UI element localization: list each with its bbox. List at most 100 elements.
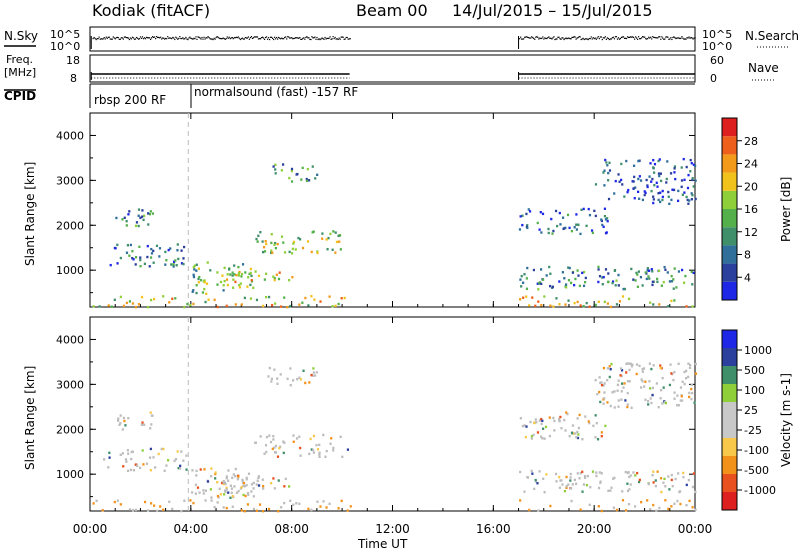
- scatter-cell: [540, 417, 543, 421]
- scatter-cell: [306, 240, 310, 243]
- scatter-cell: [597, 505, 600, 508]
- scatter-cell: [180, 262, 184, 265]
- scatter-cell: [684, 377, 688, 380]
- noise-point: [537, 36, 539, 38]
- noise-point: [266, 38, 269, 40]
- scatter-cell: [563, 489, 567, 493]
- scatter-cell: [119, 414, 122, 417]
- scatter-cell: [601, 276, 604, 279]
- noise-point: [690, 36, 692, 39]
- noise-point: [109, 38, 111, 40]
- scatter-cell: [628, 362, 631, 365]
- noise-point: [585, 38, 587, 40]
- scatter-cell: [548, 416, 551, 419]
- scatter-cell: [283, 296, 286, 299]
- noise-point: [238, 37, 240, 39]
- scatter-cell: [310, 448, 313, 451]
- scatter-cell: [607, 489, 610, 493]
- scatter-cell: [136, 464, 139, 468]
- scatter-cell: [656, 280, 659, 284]
- scatter-cell: [277, 510, 280, 513]
- scatter-cell: [577, 433, 580, 436]
- scatter-cell: [577, 426, 580, 430]
- noise-point: [209, 38, 211, 40]
- scatter-cell: [595, 421, 598, 425]
- scatter-cell: [523, 424, 526, 427]
- scatter-cell: [673, 391, 676, 394]
- colorbar-segment: [722, 348, 737, 366]
- scatter-cell: [550, 217, 553, 221]
- scatter-cell: [108, 451, 111, 455]
- scatter-cell: [603, 207, 607, 210]
- noise-point: [590, 36, 592, 38]
- scatter-cell: [154, 466, 157, 469]
- scatter-cell: [534, 304, 537, 308]
- scatter-cell: [123, 419, 126, 423]
- scatter-cell: [646, 267, 649, 270]
- scatter-cell: [141, 421, 144, 424]
- noise-point: [342, 36, 344, 38]
- scatter-cell: [146, 305, 150, 309]
- scatter-cell: [681, 193, 684, 196]
- scatter-cell: [280, 305, 283, 308]
- scatter-cell: [691, 391, 694, 395]
- scatter-cell: [222, 506, 225, 509]
- scatter-cell: [539, 268, 543, 271]
- scatter-cell: [312, 371, 315, 374]
- noise-point: [258, 38, 261, 40]
- scatter-cell: [250, 274, 253, 278]
- scatter-cell: [610, 486, 613, 489]
- scatter-cell: [225, 278, 229, 281]
- noise-point: [130, 38, 133, 40]
- noise-point: [591, 38, 593, 40]
- scatter-cell: [691, 193, 694, 197]
- noise-point: [288, 36, 290, 38]
- scatter-cell: [585, 224, 588, 228]
- noise-point: [246, 37, 248, 39]
- scatter-cell: [657, 159, 660, 163]
- scatter-cell: [131, 450, 134, 453]
- scatter-cell: [615, 303, 619, 306]
- scatter-cell: [639, 275, 643, 279]
- scatter-cell: [107, 304, 110, 307]
- scatter-cell: [597, 265, 600, 269]
- scatter-cell: [274, 444, 278, 448]
- noise-point: [287, 36, 289, 38]
- noise-point: [305, 36, 307, 39]
- scatter-cell: [642, 367, 646, 370]
- scatter-cell: [604, 231, 608, 235]
- scatter-cell: [674, 477, 677, 481]
- noise-point: [219, 37, 221, 40]
- scatter-cell: [250, 490, 253, 493]
- x-tick-label: 04:00: [174, 522, 209, 536]
- noise-point: [242, 38, 244, 40]
- nave-tick-bottom: 0: [710, 72, 717, 85]
- scatter-cell: [592, 424, 595, 428]
- scatter-cell: [116, 243, 119, 247]
- scatter-cell: [299, 446, 302, 450]
- scatter-cell: [157, 452, 160, 456]
- cpid-segment-1: rbsp 200 RF: [94, 93, 166, 107]
- scatter-cell: [531, 296, 534, 299]
- scatter-cell: [637, 480, 641, 484]
- noise-point: [217, 36, 219, 38]
- noise-point: [153, 36, 155, 38]
- noise-point: [265, 36, 268, 38]
- scatter-cell: [301, 301, 304, 304]
- scatter-cell: [327, 236, 330, 240]
- scatter-cell: [150, 414, 154, 417]
- scatter-cell: [307, 304, 310, 307]
- scatter-cell: [690, 198, 693, 201]
- scatter-cell: [255, 509, 259, 513]
- scatter-cell: [245, 484, 248, 487]
- noise-point: [274, 36, 276, 38]
- scatter-cell: [216, 494, 220, 498]
- scatter-cell: [197, 281, 200, 284]
- scatter-cell: [606, 401, 609, 404]
- scatter-cell: [155, 244, 159, 248]
- scatter-cell: [644, 271, 647, 274]
- scatter-cell: [267, 295, 271, 299]
- scatter-cell: [139, 466, 142, 470]
- scatter-cell: [686, 186, 690, 190]
- scatter-cell: [319, 505, 322, 508]
